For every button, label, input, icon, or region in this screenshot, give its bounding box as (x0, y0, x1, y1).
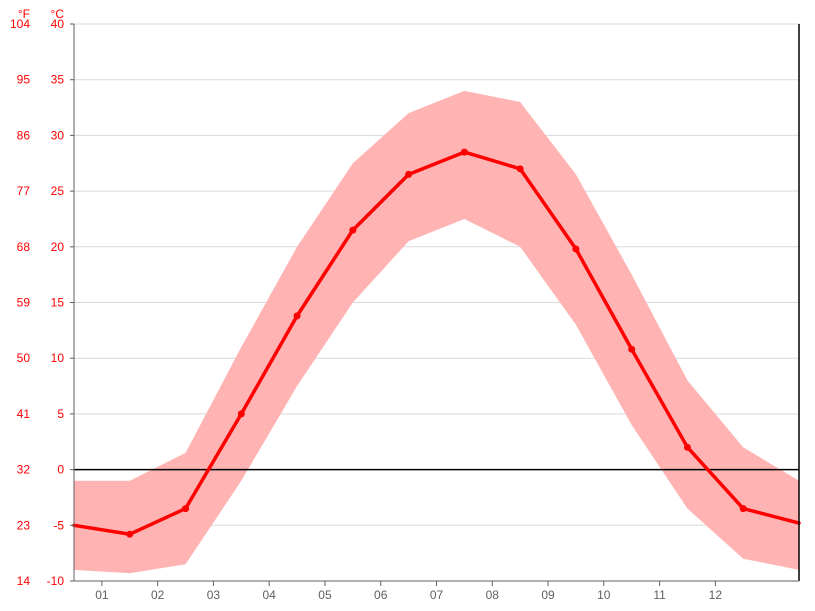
y-tick-fahrenheit: 50 (17, 351, 31, 365)
y-tick-celsius: -10 (47, 574, 65, 588)
x-tick-label: 12 (709, 588, 723, 602)
y-tick-fahrenheit: 95 (17, 73, 31, 87)
x-tick-label: 05 (318, 588, 332, 602)
x-tick-label: 08 (486, 588, 500, 602)
y-tick-celsius: 5 (57, 407, 64, 421)
y-tick-fahrenheit: 14 (17, 574, 31, 588)
x-tick-label: 07 (430, 588, 444, 602)
y-tick-fahrenheit: 59 (17, 296, 31, 310)
chart-svg: 01 02 03 04 05 06 07 08 09 10 11 12 -10 14 -5 23 0 32 5 41 1… (0, 0, 815, 611)
x-tick-label: 10 (597, 588, 611, 602)
y-tick-celsius: 35 (51, 73, 65, 87)
x-tick-label: 02 (151, 588, 165, 602)
y-tick-fahrenheit: 77 (17, 184, 31, 198)
y-tick-celsius: 15 (51, 296, 65, 310)
x-tick-label: 11 (653, 588, 666, 602)
y-tick-celsius: 30 (51, 128, 65, 142)
y-tick-fahrenheit: 86 (17, 128, 31, 142)
celsius-header: °C (51, 7, 65, 21)
y-tick-fahrenheit: 68 (17, 240, 31, 254)
temperature-chart: 01 02 03 04 05 06 07 08 09 10 11 12 -10 14 -5 23 0 32 5 41 1… (0, 0, 815, 611)
x-tick-label: 06 (374, 588, 388, 602)
y-tick-celsius: -5 (53, 518, 64, 532)
x-tick-label: 01 (95, 588, 109, 602)
x-tick-label: 04 (263, 588, 277, 602)
y-tick-celsius: 0 (57, 463, 64, 477)
y-tick-fahrenheit: 32 (17, 463, 31, 477)
y-tick-celsius: 10 (51, 351, 65, 365)
y-tick-fahrenheit: 23 (17, 518, 31, 532)
x-tick-label: 09 (541, 588, 555, 602)
y-tick-celsius: 20 (51, 240, 65, 254)
fahrenheit-header: °F (18, 7, 30, 21)
x-tick-label: 03 (207, 588, 221, 602)
y-tick-fahrenheit: 41 (17, 407, 31, 421)
y-tick-celsius: 25 (51, 184, 65, 198)
